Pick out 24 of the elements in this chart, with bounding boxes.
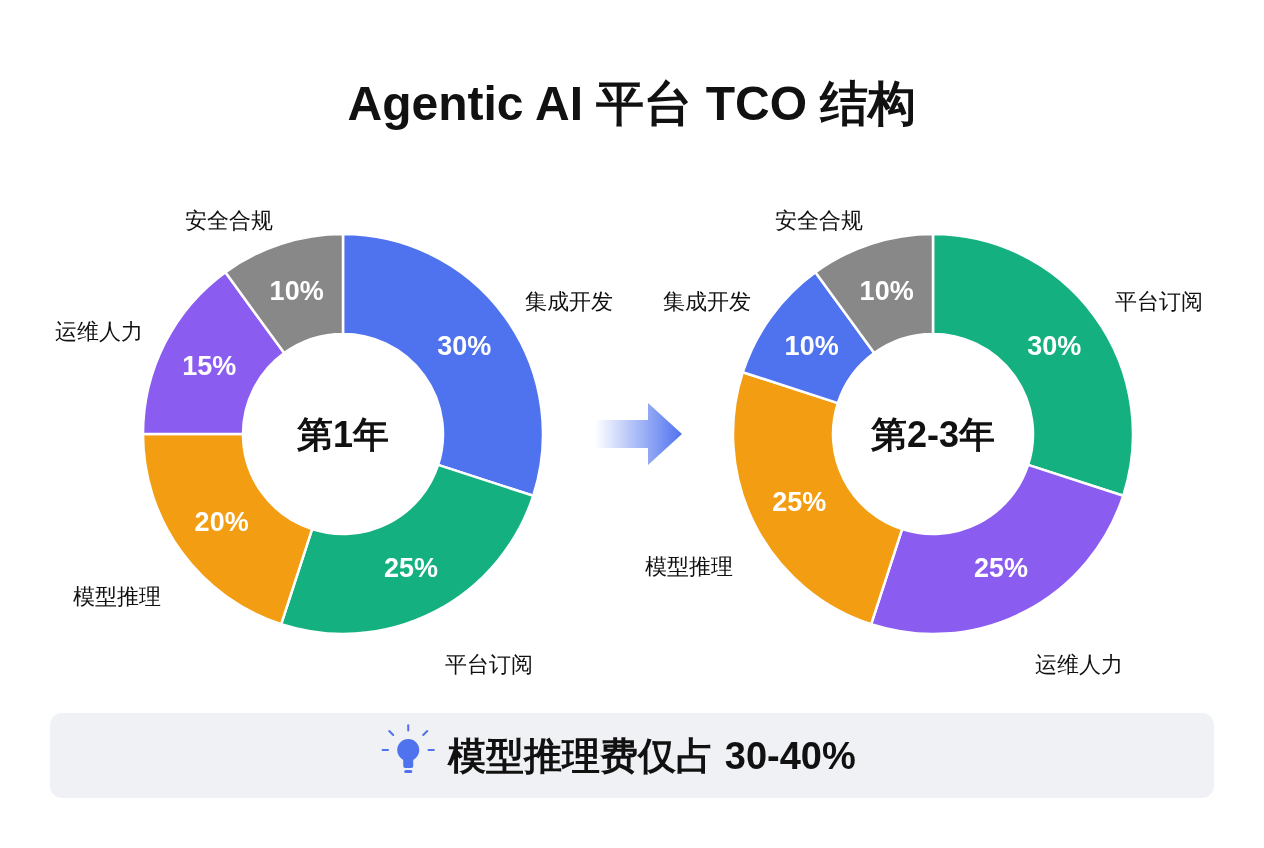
slice-label: 安全合规	[775, 207, 864, 233]
data-label: 10%	[784, 330, 839, 361]
text: 第2-3年	[869, 413, 996, 455]
data-label: 25%	[384, 552, 439, 583]
slice-label: 集成开发	[662, 289, 751, 315]
slice-label: 运维人力	[1035, 651, 1124, 677]
data-label: 30%	[437, 330, 492, 361]
data-label: 10%	[269, 276, 324, 307]
slice-label: 运维人力	[54, 319, 143, 345]
slice-label: 模型推理	[72, 583, 161, 609]
text: 模型推理费仅占 30-40%	[447, 735, 856, 777]
data-label: 20%	[194, 507, 249, 538]
data-label: 30%	[1027, 330, 1082, 361]
slice-label: 平台订阅	[1115, 289, 1204, 315]
slice-label: 集成开发	[525, 289, 614, 315]
chart-title: Agentic AI 平台 TCO 结构	[347, 76, 917, 130]
text: 第1年	[295, 413, 390, 455]
slice-label: 平台订阅	[445, 651, 534, 677]
data-label: 10%	[859, 276, 914, 307]
data-label: 25%	[974, 552, 1029, 583]
slice-label: 模型推理	[644, 553, 733, 579]
data-label: 25%	[772, 487, 827, 518]
data-label: 15%	[182, 350, 237, 381]
slice-label: 安全合规	[185, 207, 274, 233]
